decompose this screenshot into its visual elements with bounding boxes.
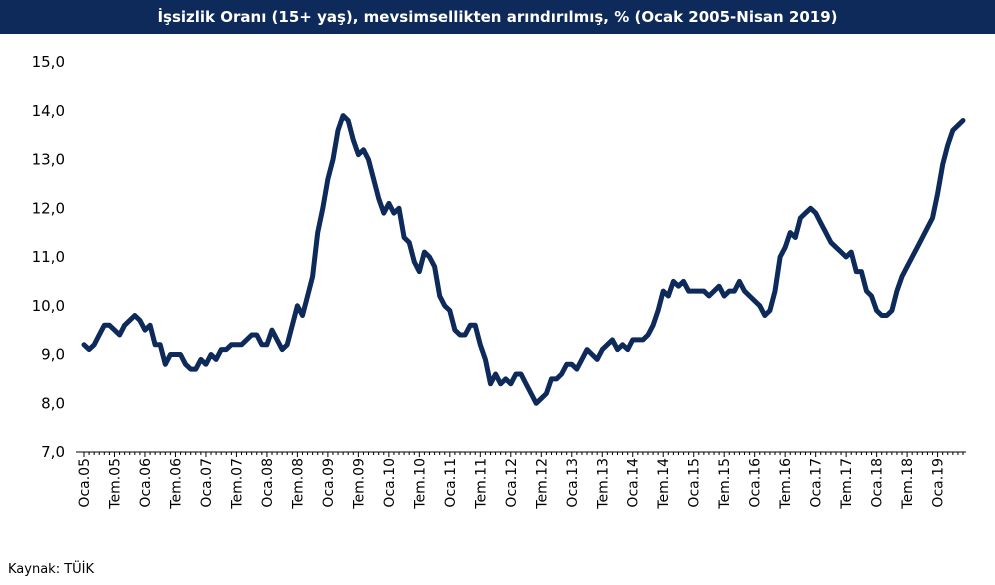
y-tick-label: 10,0 xyxy=(32,297,65,315)
x-tick-label: Oca.14 xyxy=(626,458,642,508)
line-chart: 7,0 8,0 9,0 10,0 11,0 12,0 13,0 14,0 15,0 Oca.05 T… xyxy=(32,53,966,510)
x-tick-label: Oca.13 xyxy=(565,458,581,508)
x-tick-label: Tem.16 xyxy=(778,458,794,510)
y-tick-label: 9,0 xyxy=(41,346,65,364)
x-tick-label: Oca.15 xyxy=(687,458,703,508)
x-tick-label: Oca.19 xyxy=(931,458,947,508)
plot-area: 7,0 8,0 9,0 10,0 11,0 12,0 13,0 14,0 15,0 Oca.05 T… xyxy=(32,53,966,510)
y-tick-label: 12,0 xyxy=(32,199,65,217)
y-tick-label: 8,0 xyxy=(41,394,65,412)
y-tick-label: 15,0 xyxy=(32,53,65,71)
x-tick-label: Tem.08 xyxy=(290,458,306,510)
y-tick-label: 7,0 xyxy=(41,443,65,461)
x-tick-label: Oca.07 xyxy=(199,458,215,508)
x-tick-label: Tem.15 xyxy=(717,458,733,510)
x-tick-label: Oca.12 xyxy=(504,458,520,508)
x-tick-label: Tem.11 xyxy=(473,458,489,510)
source-note: Kaynak: TÜİK xyxy=(8,562,95,577)
x-tick-label: Tem.18 xyxy=(900,458,916,510)
x-tick-label: Tem.09 xyxy=(351,458,367,510)
x-tick-label: Oca.10 xyxy=(382,458,398,508)
series-line-unemployment xyxy=(81,113,966,406)
x-tick-label: Tem.13 xyxy=(595,458,611,510)
x-tick-label: Tem.07 xyxy=(229,458,245,510)
x-tick-label: Oca.16 xyxy=(748,458,764,508)
x-tick-label: Oca.09 xyxy=(321,458,337,508)
x-tick-label: Oca.18 xyxy=(870,458,886,508)
x-tick-label: Tem.05 xyxy=(107,458,123,510)
x-tick-label: Oca.11 xyxy=(443,458,459,508)
x-tick-label: Oca.06 xyxy=(138,458,154,508)
y-tick-label: 13,0 xyxy=(32,151,65,169)
x-tick-label: Oca.08 xyxy=(260,458,276,508)
x-tick-label: Tem.14 xyxy=(656,458,672,510)
x-tick-label: Tem.17 xyxy=(839,458,855,510)
chart-title: İşsizlik Oranı (15+ yaş), mevsimsellikte… xyxy=(0,0,995,34)
y-tick-label: 11,0 xyxy=(32,248,65,266)
x-tick-label: Tem.10 xyxy=(412,458,428,510)
x-tick-label: Oca.17 xyxy=(809,458,825,508)
y-tick-label: 14,0 xyxy=(32,102,65,120)
x-tick-label: Oca.05 xyxy=(77,458,93,508)
chart-title-text: İşsizlik Oranı (15+ yaş), mevsimsellikte… xyxy=(157,8,838,26)
x-tick-label: Tem.12 xyxy=(534,458,550,510)
x-tick-label: Tem.06 xyxy=(168,458,184,510)
